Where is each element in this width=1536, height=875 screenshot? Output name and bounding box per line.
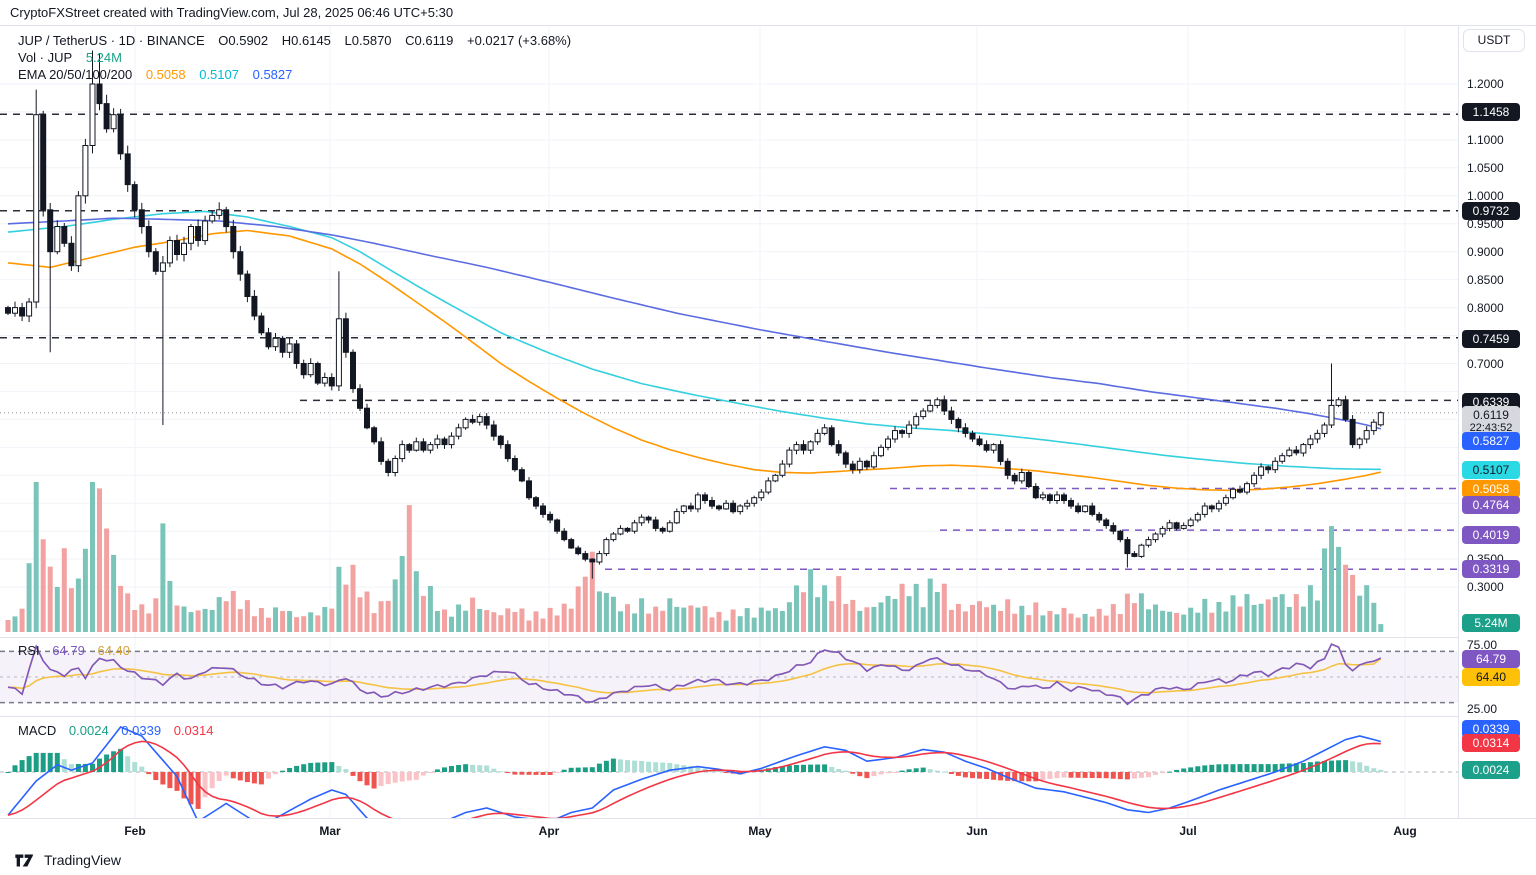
ema20-value: 0.5058 [145,67,186,82]
month-label-aug: Aug [1393,824,1417,838]
attribution-text: CryptoFXStreet created with TradingView.… [10,5,454,20]
grid [0,26,1458,818]
price-label-11458: 1.1458 [1462,103,1520,121]
axis-tick: 1.0000 [1467,189,1504,203]
axis-tick: 1.0500 [1467,161,1504,175]
axis-tick: 0.9500 [1467,217,1504,231]
price-label-05827: 0.5827 [1462,432,1520,450]
ema-row: EMA 20/50/100/200 0.5058 0.5107 0.5827 [18,66,581,83]
ema200-value: 0.5827 [252,67,293,82]
candles-series [5,50,1384,579]
symbol-title: JUP / TetherUS · 1D · BINANCE [18,33,205,48]
price-label-05107: 0.5107 [1462,461,1520,479]
ohlc-high: H0.6145 [281,33,331,48]
rsi-legend: RSI 64.79 64.40 [18,643,139,658]
attribution-bar: CryptoFXStreet created with TradingView.… [0,0,1536,26]
rsi-value: 64.79 [52,643,85,658]
rsi-label: RSI [18,643,40,658]
macd-label: MACD [18,723,57,738]
price-label-04764: 0.4764 [1462,496,1520,514]
ohlc-open: O0.5902 [218,33,269,48]
ohlc-close: C0.6119 [405,33,454,48]
tradingview-brand-text[interactable]: TradingView [44,852,122,868]
price-label-524M: 5.24M [1462,614,1520,632]
support-resistance-lines [0,113,1458,571]
footer-bar: TradingView [0,845,1536,875]
price-label-00314: 0.0314 [1462,734,1520,752]
axis-tick: 0.8500 [1467,273,1504,287]
time-axis[interactable]: Feb Mar Apr May Jun Jul Aug [0,818,1536,845]
price-label-00339: 0.0339 [1462,720,1520,738]
macd-hist-value: 0.0024 [68,723,109,738]
rsi-pane [0,643,1458,706]
axis-tick: 0.8000 [1467,301,1504,315]
ema100-line [7,210,1381,471]
axis-tick: 1.2000 [1467,77,1504,91]
month-label-apr: Apr [538,824,560,838]
price-label-6440: 64.40 [1462,668,1520,686]
macd-signal-value: 0.0314 [173,723,214,738]
macd-signal-line [7,740,1381,818]
macd-legend: MACD 0.0024 0.0339 0.0314 [18,723,222,738]
month-label-jul: Jul [1179,824,1197,838]
price-label-04019: 0.4019 [1462,526,1520,544]
price-label-09732: 0.9732 [1462,202,1520,220]
price-label-06119: 0.6119 22:43:52 [1462,406,1520,437]
currency-button[interactable]: USDT [1463,29,1525,52]
month-label-jun: Jun [966,824,988,838]
ohlc-low: L0.5870 [344,33,392,48]
month-label-mar: Mar [319,824,341,838]
chart-plot [0,26,1458,818]
month-label-may: May [748,824,772,838]
axis-tick: 25.00 [1467,702,1498,716]
ema200-line [7,217,1382,430]
macd-pane [0,726,1458,818]
macd-line [7,726,1382,818]
price-label-00024: 0.0024 [1462,761,1520,779]
price-label-05058: 0.5058 [1462,480,1520,498]
symbol-row: JUP / TetherUS · 1D · BINANCE O0.5902 H0… [18,32,581,49]
month-label-feb: Feb [124,824,146,838]
volume-value: 5.24M [85,50,122,65]
ema100-value: 0.5107 [199,67,239,82]
ema-label: EMA 20/50/100/200 [18,67,133,82]
rsi-ma-value: 64.40 [97,643,131,658]
axis-tick: 1.1000 [1467,133,1504,147]
rsi-line [7,643,1382,706]
price-label-6479: 64.79 [1462,650,1520,668]
price-label-07459: 0.7459 [1462,330,1520,348]
chart-area[interactable]: JUP / TetherUS · 1D · BINANCE O0.5902 H0… [0,26,1458,818]
price-label-03319: 0.3319 [1462,560,1520,578]
axis-tick: 75.00 [1467,638,1498,652]
volume-label: Vol · JUP [18,50,73,65]
macd-line-value: 0.0339 [121,723,162,738]
price-axis[interactable]: USDT 1.2000 1.1000 1.0500 1.0000 0.9500 0.900… [1458,26,1536,845]
volume-series [5,482,1384,632]
ema20-line [7,229,1381,492]
tradingview-logo-icon[interactable] [14,853,38,868]
chart-legend: JUP / TetherUS · 1D · BINANCE O0.5902 H0… [18,32,581,83]
axis-tick: 0.7000 [1467,357,1504,371]
axis-tick: 0.3000 [1467,580,1504,594]
change-value: +0.0217 (+3.68%) [466,33,572,48]
volume-row: Vol · JUP 5.24M [18,49,581,66]
axis-tick: 0.9000 [1467,245,1504,259]
